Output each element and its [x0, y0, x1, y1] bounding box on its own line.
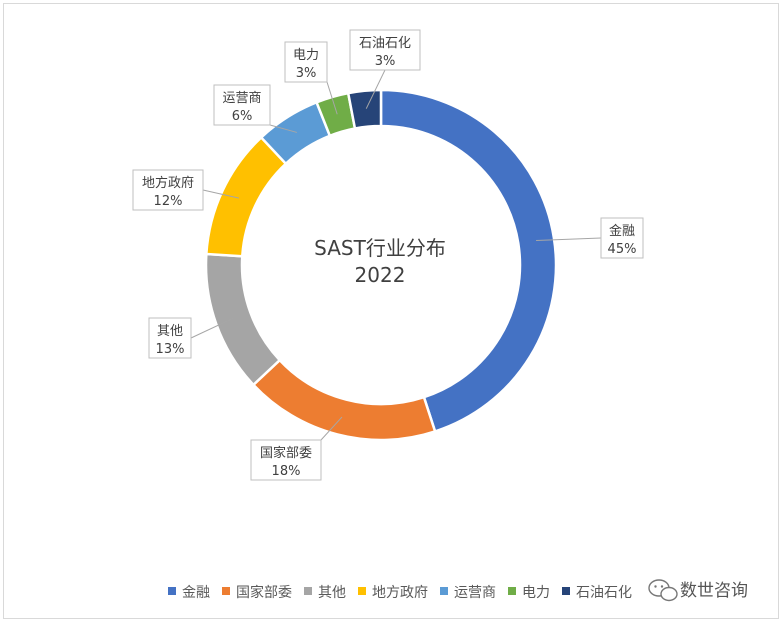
data-label-category: 地方政府	[142, 175, 194, 191]
legend-label: 金融	[182, 585, 210, 601]
legend-swatch	[440, 587, 448, 595]
data-label-category: 石油石化	[359, 36, 411, 51]
data-label-box	[213, 84, 271, 126]
chart-frame	[3, 3, 779, 619]
legend-label: 其他	[318, 585, 346, 601]
data-label-category: 其他	[157, 324, 183, 339]
legend-item-3: 地方政府	[358, 585, 428, 601]
data-label-6: 石油石化 3%	[349, 29, 421, 71]
legend-label: 电力	[522, 585, 550, 601]
data-label-category: 电力	[293, 48, 319, 63]
data-label-4: 运营商 6%	[213, 84, 271, 126]
slice-6	[346, 88, 383, 130]
chart-title-line-1: SAST行业分布	[314, 236, 446, 260]
legend-item-6: 石油石化	[562, 585, 632, 601]
legend-swatch	[168, 587, 176, 595]
leader-line-1	[320, 416, 343, 441]
chart-title: SAST行业分布 2022	[314, 236, 446, 287]
slice-3	[205, 135, 288, 258]
leader-line-3	[202, 189, 240, 199]
data-label-box	[132, 169, 204, 211]
data-label-value: 12%	[154, 194, 183, 209]
leader-line-5	[326, 81, 338, 115]
legend-item-2: 其他	[304, 585, 346, 601]
legend-item-1: 国家部委	[222, 584, 292, 601]
legend-swatch	[508, 587, 516, 595]
chart-slices	[204, 88, 558, 442]
legend-label: 地方政府	[372, 585, 428, 601]
data-label-box	[349, 29, 421, 71]
leader-line-2	[190, 317, 234, 339]
data-label-box	[284, 41, 328, 83]
data-label-box	[250, 439, 322, 481]
leader-lines	[190, 69, 602, 441]
data-label-value: 45%	[608, 242, 637, 257]
slice-2	[204, 252, 282, 387]
wechat-icon	[648, 579, 678, 602]
legend: 金融 国家部委 其他 地方政府 运营商 电力 石油石化	[168, 584, 632, 601]
data-label-value: 6%	[232, 109, 253, 124]
legend-swatch	[562, 587, 570, 595]
data-label-2: 其他 13%	[148, 317, 192, 359]
watermark-text: 数世咨询	[680, 581, 748, 601]
data-label-0: 金融 45%	[600, 217, 644, 259]
data-label-value: 3%	[375, 54, 396, 69]
legend-swatch	[222, 587, 230, 595]
legend-item-5: 电力	[508, 585, 550, 601]
legend-label: 国家部委	[236, 584, 292, 601]
legend-label: 石油石化	[576, 585, 632, 601]
data-label-category: 运营商	[222, 91, 261, 106]
data-label-box	[148, 317, 192, 359]
data-label-box	[600, 217, 644, 259]
legend-item-4: 运营商	[440, 585, 496, 601]
data-label-5: 电力 3%	[284, 41, 328, 83]
legend-swatch	[304, 587, 312, 595]
data-label-3: 地方政府 12%	[132, 169, 204, 211]
data-label-category: 金融	[609, 223, 635, 239]
data-label-value: 13%	[156, 342, 185, 357]
legend-item-0: 金融	[168, 585, 210, 601]
data-label-value: 18%	[272, 464, 301, 479]
slice-0	[379, 88, 558, 434]
leader-line-0	[536, 237, 602, 241]
chart-title-line-2: 2022	[355, 263, 406, 287]
leader-line-6	[365, 69, 386, 109]
watermark: 数世咨询	[648, 579, 748, 602]
data-labels: 金融 45% 国家部委 18% 其他 13% 地方政府 12% 运营商 6% 电力 3% 石油石化 3%	[132, 29, 644, 481]
slice-1	[251, 358, 437, 442]
data-label-category: 国家部委	[260, 445, 312, 461]
data-label-1: 国家部委 18%	[250, 439, 322, 481]
data-label-value: 3%	[296, 66, 317, 81]
legend-label: 运营商	[454, 585, 496, 601]
legend-swatch	[358, 587, 366, 595]
leader-line-4	[269, 124, 298, 133]
